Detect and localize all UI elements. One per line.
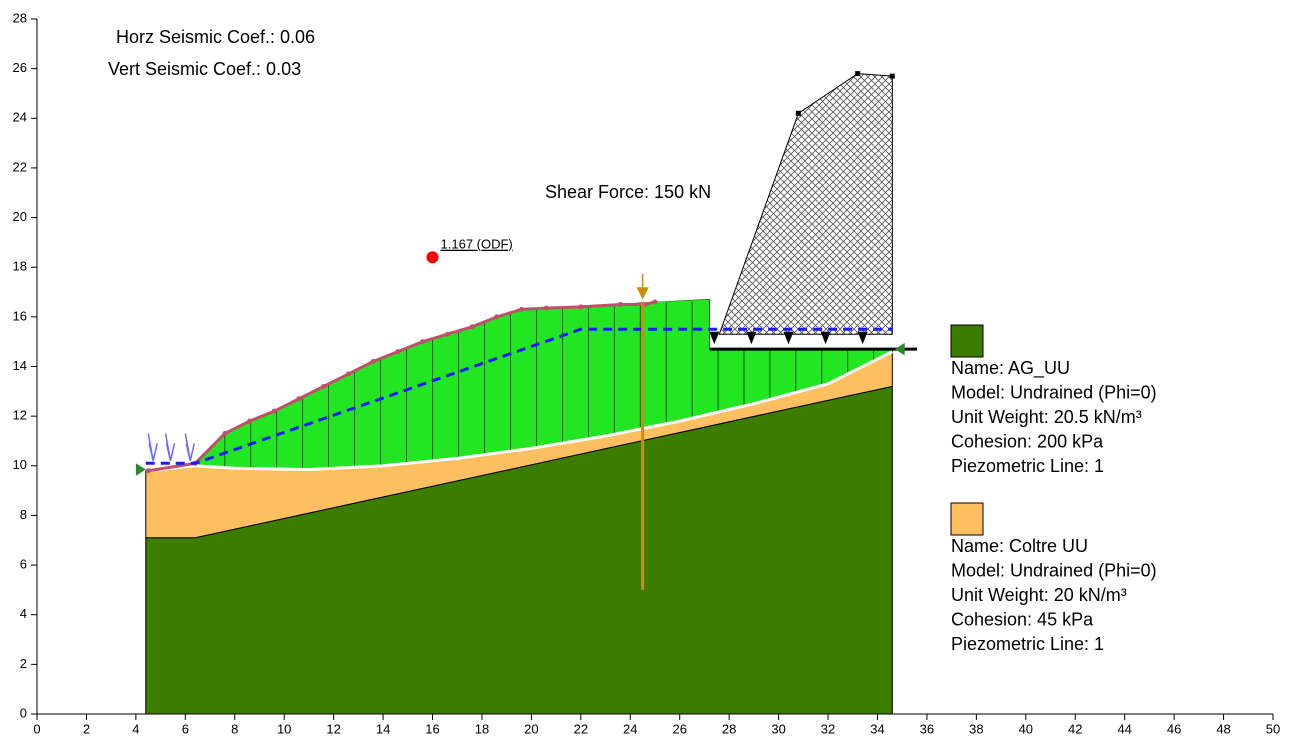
x-tick-label: 18: [475, 721, 489, 736]
legend-text: Piezometric Line: 1: [951, 634, 1104, 654]
y-tick-label: 2: [20, 656, 27, 671]
legend-text: Name: Coltre UU: [951, 536, 1088, 556]
load-arrow: [820, 331, 831, 345]
ground-point: [578, 304, 584, 310]
legend-text: Piezometric Line: 1: [951, 456, 1104, 476]
water-arrow: [147, 433, 158, 461]
legend-text: Unit Weight: 20.5 kN/m³: [951, 407, 1142, 427]
x-tick-label: 44: [1117, 721, 1131, 736]
ground-point: [345, 371, 351, 377]
x-tick-label: 46: [1167, 721, 1181, 736]
surcharge-point: [889, 73, 895, 79]
x-tick-label: 0: [33, 721, 40, 736]
y-tick-label: 22: [13, 159, 27, 174]
x-tick-label: 16: [425, 721, 439, 736]
load-arrow: [709, 331, 720, 345]
y-tick-label: 4: [20, 606, 27, 621]
x-tick-label: 24: [623, 721, 637, 736]
ground-point: [420, 339, 426, 345]
surcharge: [718, 73, 893, 335]
x-tick-label: 48: [1216, 721, 1230, 736]
x-tick-label: 38: [969, 721, 983, 736]
x-tick-label: 32: [821, 721, 835, 736]
x-tick-label: 36: [920, 721, 934, 736]
y-tick-label: 8: [20, 507, 27, 522]
y-tick-label: 26: [13, 60, 27, 75]
y-tick-label: 0: [20, 705, 27, 720]
ground-point: [444, 331, 450, 337]
surcharge-point: [855, 71, 861, 77]
ground-point: [321, 383, 327, 389]
x-tick-label: 4: [132, 721, 139, 736]
y-tick-label: 18: [13, 259, 27, 274]
x-tick-label: 28: [722, 721, 736, 736]
x-tick-label: 14: [376, 721, 390, 736]
annotation: Horz Seismic Coef.: 0.06: [116, 27, 315, 47]
factor-label: 1.167 (ODF): [441, 237, 513, 252]
x-tick-label: 8: [231, 721, 238, 736]
legend-text: Unit Weight: 20 kN/m³: [951, 585, 1127, 605]
x-tick-label: 30: [771, 721, 785, 736]
x-tick-label: 20: [524, 721, 538, 736]
legend-swatch: [950, 324, 984, 358]
legend-text: Model: Undrained (Phi=0): [951, 560, 1157, 580]
ground-point: [296, 396, 302, 402]
legend-swatch: [950, 502, 984, 536]
y-tick-label: 10: [13, 457, 27, 472]
x-tick-label: 2: [83, 721, 90, 736]
ground-point: [469, 324, 475, 330]
y-tick-label: 20: [13, 209, 27, 224]
x-tick-label: 42: [1068, 721, 1082, 736]
x-tick-label: 26: [672, 721, 686, 736]
x-tick-label: 50: [1266, 721, 1280, 736]
ground-point: [145, 468, 151, 474]
water-arrow: [184, 433, 195, 461]
ground-point: [370, 359, 376, 365]
y-tick-label: 12: [13, 408, 27, 423]
x-tick-label: 10: [277, 721, 291, 736]
ground-point: [519, 306, 525, 312]
legend-text: Cohesion: 45 kPa: [951, 609, 1094, 629]
ground-point: [222, 431, 228, 437]
x-tick-label: 40: [1019, 721, 1033, 736]
load-arrow: [857, 331, 868, 345]
x-tick-label: 12: [326, 721, 340, 736]
legend-text: Name: AG_UU: [951, 358, 1070, 379]
surcharge-point: [795, 110, 801, 116]
legend-text: Cohesion: 200 kPa: [951, 431, 1104, 451]
y-tick-label: 14: [13, 358, 27, 373]
slip-surface: [148, 350, 893, 473]
ground-point: [494, 314, 500, 320]
y-tick-label: 24: [13, 110, 27, 125]
plot: 0 2 4 6 8 10 12 14 16 18 20 22 24 26 28 30 32 34 36 38 40 42 4…: [13, 10, 1281, 736]
annotation: Shear Force: 150 kN: [545, 182, 711, 202]
reinforcement-arrow: [636, 273, 649, 300]
load-arrow: [783, 331, 794, 345]
ground-point: [652, 299, 658, 305]
ground-point: [617, 301, 623, 307]
y-tick-label: 6: [20, 557, 27, 572]
slip-mass: [148, 299, 893, 471]
critical-center: [426, 251, 439, 264]
water-arrow: [164, 433, 176, 461]
x-tick-label: 22: [574, 721, 588, 736]
end-marker: [894, 342, 905, 356]
ground-line: [148, 300, 656, 473]
y-tick-label: 28: [13, 10, 27, 25]
legend-text: Model: Undrained (Phi=0): [951, 382, 1157, 402]
load-arrow: [746, 331, 757, 345]
end-marker: [135, 463, 146, 476]
x-tick-label: 6: [182, 721, 189, 736]
annotation: Vert Seismic Coef.: 0.03: [108, 59, 301, 79]
y-tick-label: 16: [13, 308, 27, 323]
ground-point: [247, 418, 253, 424]
ground-point: [543, 305, 549, 311]
x-tick-label: 34: [870, 721, 884, 736]
ground-point: [395, 349, 401, 355]
ground-point: [271, 408, 277, 414]
